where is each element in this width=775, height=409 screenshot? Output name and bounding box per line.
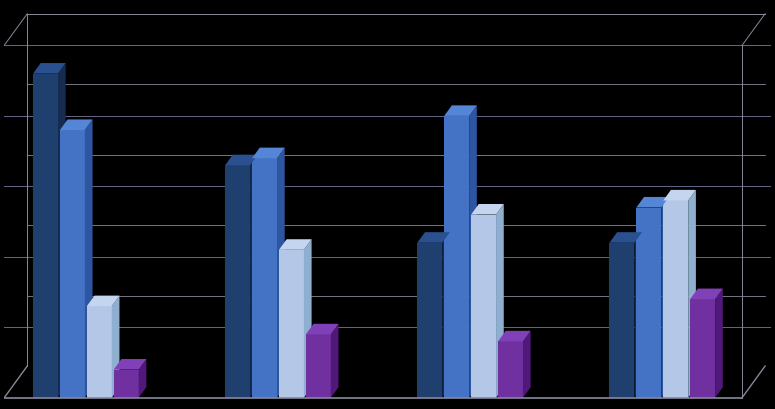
Polygon shape xyxy=(635,233,642,398)
Polygon shape xyxy=(279,250,304,398)
Polygon shape xyxy=(636,208,661,398)
Polygon shape xyxy=(661,198,669,398)
Polygon shape xyxy=(444,117,469,398)
Polygon shape xyxy=(471,215,496,398)
Polygon shape xyxy=(523,331,531,398)
Polygon shape xyxy=(279,240,312,250)
Polygon shape xyxy=(663,201,688,398)
Polygon shape xyxy=(715,289,723,398)
Polygon shape xyxy=(277,148,284,398)
Polygon shape xyxy=(304,240,312,398)
Polygon shape xyxy=(688,191,696,398)
Polygon shape xyxy=(252,159,277,398)
Polygon shape xyxy=(114,359,146,370)
Polygon shape xyxy=(60,120,92,131)
Polygon shape xyxy=(498,342,523,398)
Polygon shape xyxy=(417,233,450,243)
Polygon shape xyxy=(33,74,58,398)
Polygon shape xyxy=(306,335,331,398)
Polygon shape xyxy=(469,106,477,398)
Polygon shape xyxy=(609,233,642,243)
Polygon shape xyxy=(85,120,92,398)
Polygon shape xyxy=(690,289,723,299)
Polygon shape xyxy=(443,233,450,398)
Polygon shape xyxy=(225,155,258,166)
Polygon shape xyxy=(225,166,250,398)
Polygon shape xyxy=(33,64,66,74)
Polygon shape xyxy=(306,324,339,335)
Polygon shape xyxy=(496,204,504,398)
Polygon shape xyxy=(87,296,119,306)
Polygon shape xyxy=(250,155,258,398)
Polygon shape xyxy=(58,64,66,398)
Polygon shape xyxy=(114,370,139,398)
Polygon shape xyxy=(690,299,715,398)
Polygon shape xyxy=(331,324,339,398)
Polygon shape xyxy=(139,359,146,398)
Polygon shape xyxy=(87,306,112,398)
Polygon shape xyxy=(609,243,635,398)
Polygon shape xyxy=(498,331,531,342)
Polygon shape xyxy=(417,243,443,398)
Polygon shape xyxy=(636,198,669,208)
Polygon shape xyxy=(252,148,284,159)
Polygon shape xyxy=(663,191,696,201)
Polygon shape xyxy=(112,296,119,398)
Polygon shape xyxy=(60,131,85,398)
Polygon shape xyxy=(471,204,504,215)
Polygon shape xyxy=(444,106,477,117)
